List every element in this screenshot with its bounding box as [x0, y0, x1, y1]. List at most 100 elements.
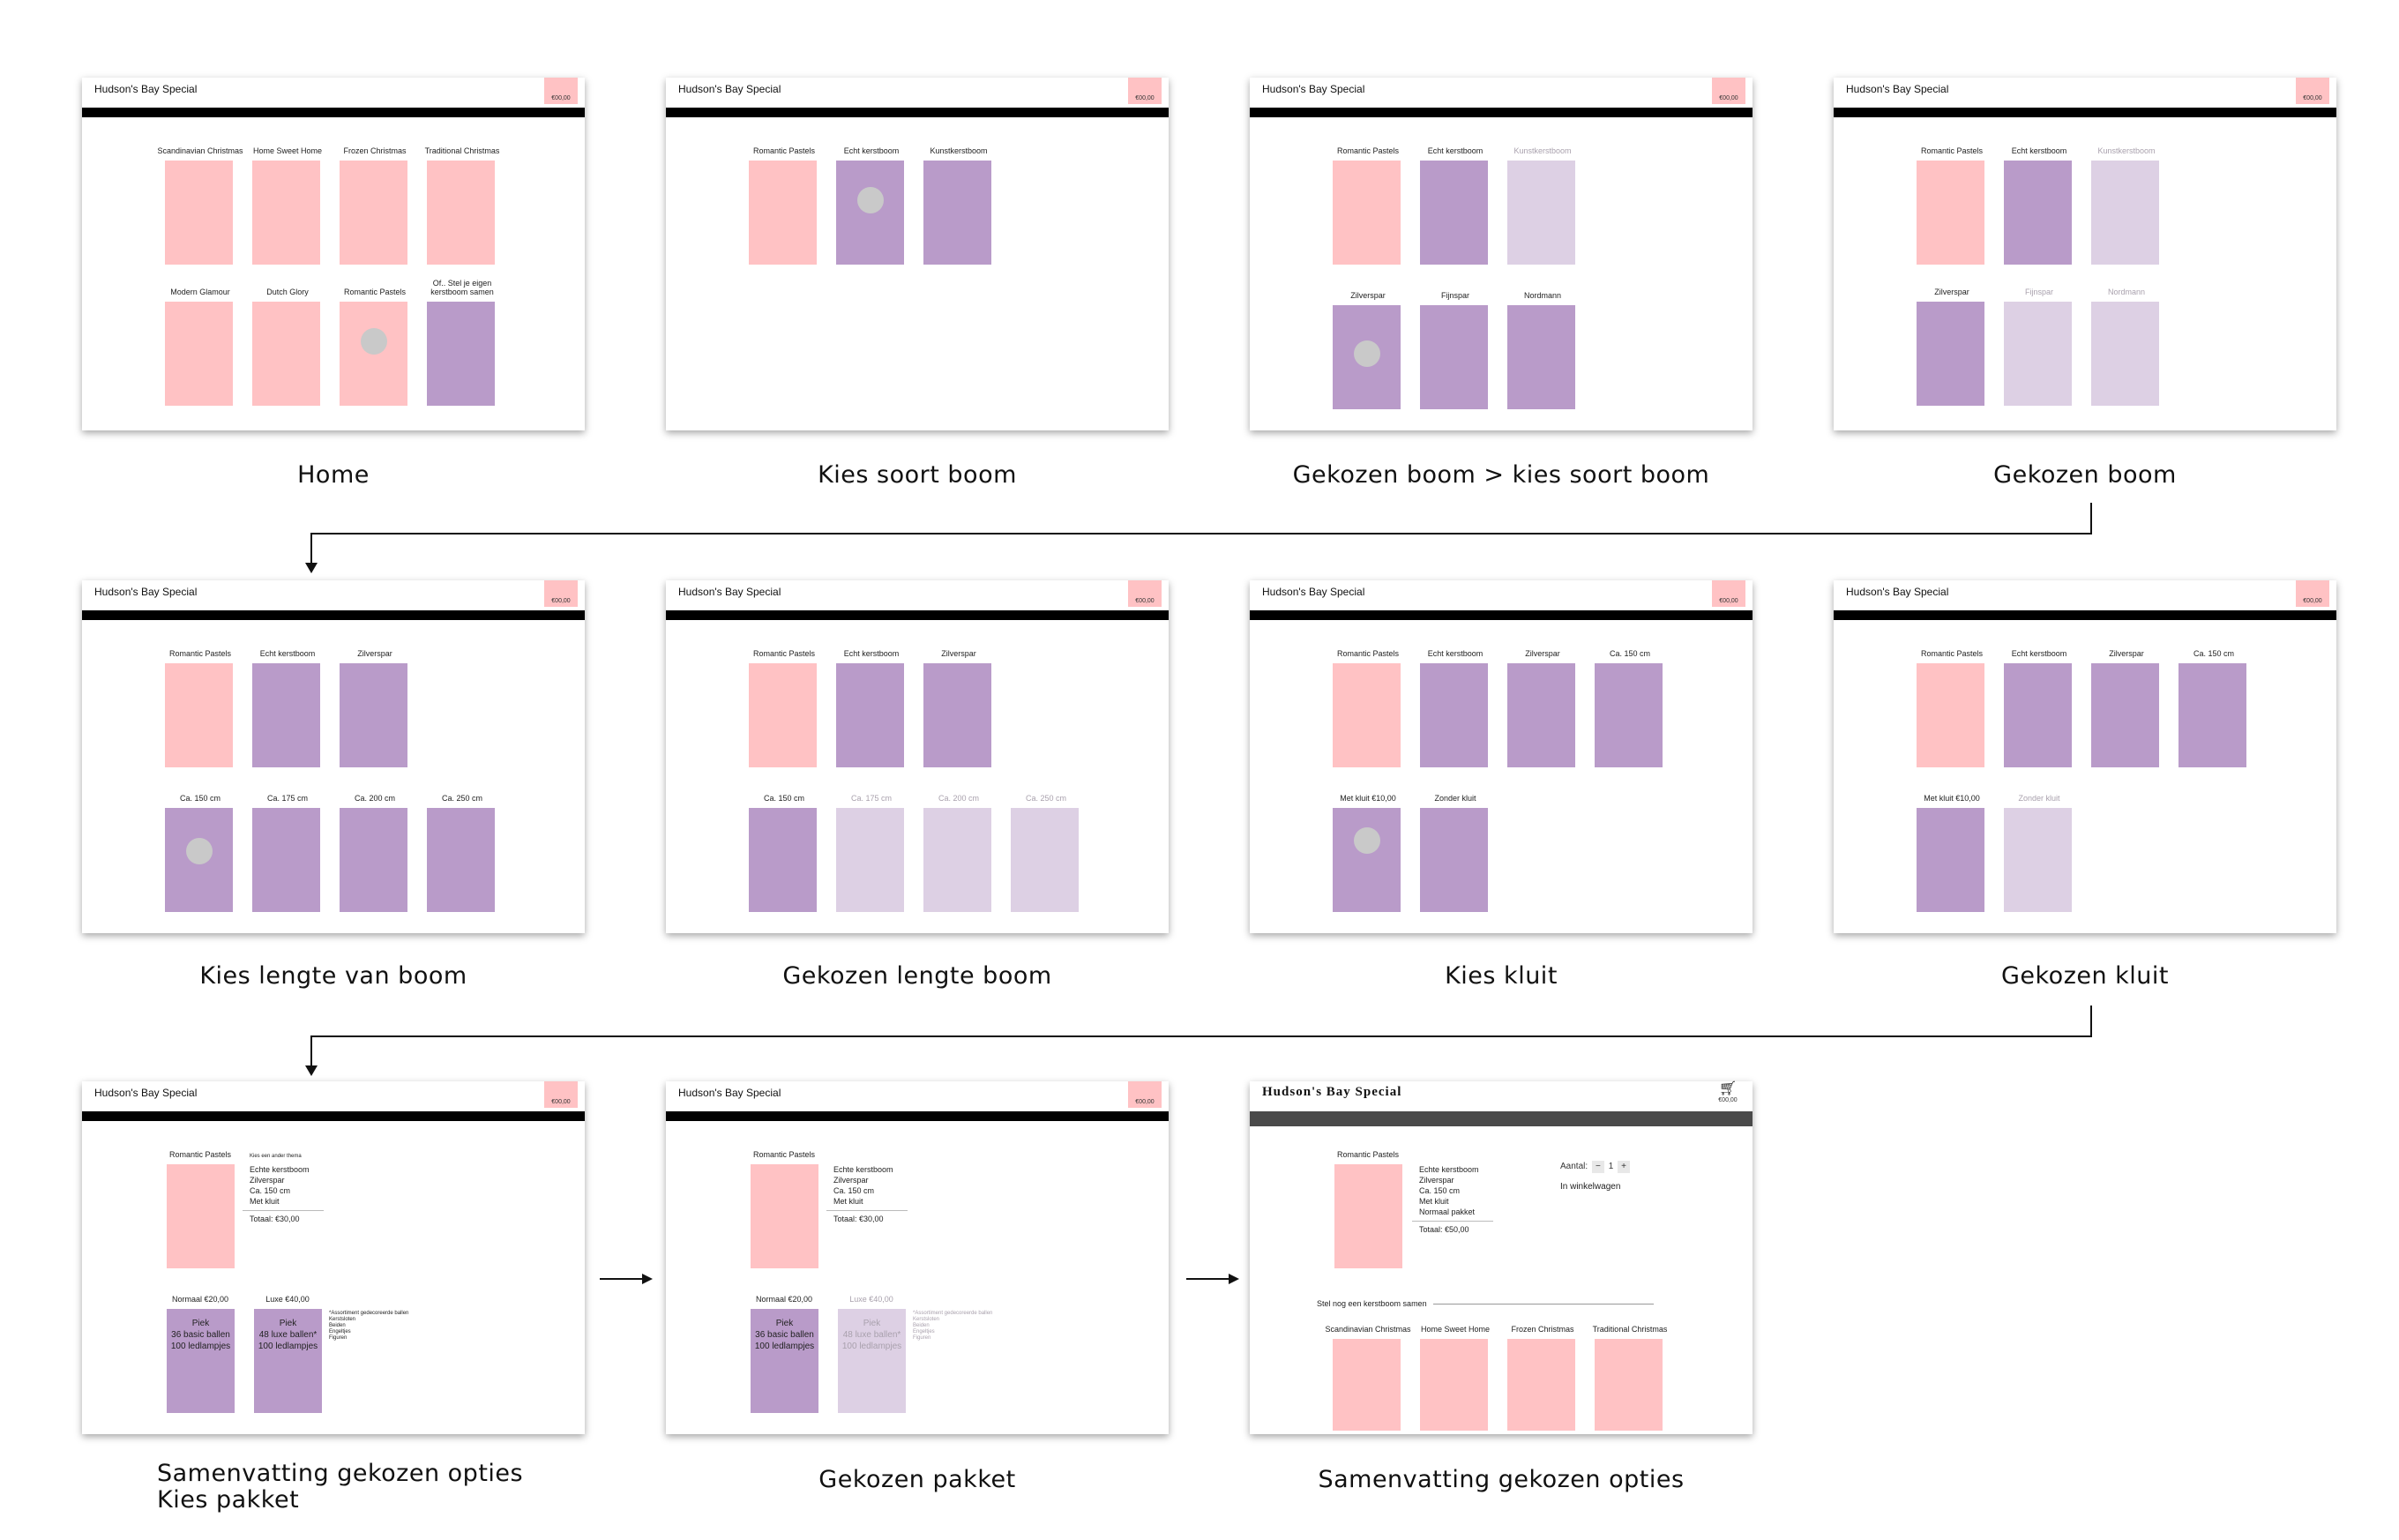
custom-tree-card[interactable]	[427, 302, 495, 406]
cart-button[interactable]: €00,00	[1128, 78, 1162, 104]
cart-button[interactable]: €00,00	[1712, 580, 1745, 607]
theme-card[interactable]	[165, 161, 233, 265]
option-card[interactable]	[1507, 663, 1575, 767]
theme-card[interactable]	[252, 161, 320, 265]
package-footnote: *Assortiment gedecoreerde ballen Kerstsl…	[329, 1311, 408, 1342]
option-card[interactable]	[165, 808, 233, 912]
option-card[interactable]	[1507, 305, 1575, 409]
option-label: Zilverspar	[941, 649, 976, 658]
option-card[interactable]	[1420, 305, 1488, 409]
caption: Kies soort boom	[818, 461, 1017, 489]
change-theme-link[interactable]: Kies een ander thema	[250, 1154, 302, 1159]
option-card-disabled[interactable]	[2004, 808, 2072, 912]
option-card-disabled[interactable]	[2004, 302, 2072, 406]
package-line: 36 basic ballen	[755, 1330, 814, 1340]
quantity-value[interactable]: 1	[1608, 1162, 1614, 1171]
cart-price: €00,00	[551, 1099, 571, 1105]
cart-button[interactable]: €00,00	[544, 580, 578, 607]
option-card[interactable]	[923, 663, 991, 767]
option-card[interactable]	[1420, 161, 1488, 265]
package-card-normaal[interactable]: Piek 36 basic ballen 100 ledlampjes	[751, 1309, 818, 1413]
footnote-line: Kerstsloten	[329, 1317, 356, 1322]
chosen-theme-card[interactable]	[749, 663, 817, 767]
option-card[interactable]	[749, 808, 817, 912]
option-card[interactable]	[252, 808, 320, 912]
cart-button[interactable]: €00,00	[544, 1081, 578, 1108]
theme-card[interactable]	[427, 161, 495, 265]
cart-button[interactable]: 🛒︎ €00,00	[1712, 1081, 1744, 1108]
option-card[interactable]	[1420, 808, 1488, 912]
option-card[interactable]	[252, 663, 320, 767]
option-card[interactable]	[340, 663, 407, 767]
quantity-plus-button[interactable]: +	[1618, 1161, 1631, 1173]
theme-label: Dutch Glory	[266, 288, 309, 296]
header-bar	[82, 1111, 585, 1121]
option-label: Zilverspar	[357, 649, 392, 658]
header-bar	[666, 1111, 1169, 1121]
package-card-luxe-disabled[interactable]: Piek 48 luxe ballen* 100 ledlampjes	[838, 1309, 906, 1413]
screen-gekozen-pakket: Hudson's Bay Special €00,00 Romantic Pas…	[666, 1081, 1169, 1434]
option-label: Romantic Pastels	[1920, 649, 1984, 658]
theme-card[interactable]	[340, 161, 407, 265]
option-card-disabled[interactable]	[836, 808, 904, 912]
option-card[interactable]	[1333, 305, 1401, 409]
option-card-disabled[interactable]	[2091, 161, 2159, 265]
option-card-disabled[interactable]	[2091, 302, 2159, 406]
chosen-theme-card[interactable]	[1334, 1164, 1402, 1268]
package-card-luxe[interactable]: Piek 48 luxe ballen* 100 ledlampjes	[254, 1309, 322, 1413]
chosen-theme-card[interactable]	[1333, 663, 1401, 767]
option-card[interactable]	[2004, 663, 2072, 767]
theme-card[interactable]	[1333, 1339, 1401, 1431]
chosen-theme-card[interactable]	[751, 1164, 818, 1268]
theme-card[interactable]	[165, 302, 233, 406]
chosen-theme-card[interactable]	[1917, 663, 1984, 767]
option-card[interactable]	[2004, 161, 2072, 265]
cart-price: €00,00	[1135, 1099, 1155, 1105]
chosen-theme-card[interactable]	[165, 663, 233, 767]
chosen-theme-card[interactable]	[167, 1164, 235, 1268]
header-bar	[666, 610, 1169, 620]
package-label: Luxe €40,00	[849, 1295, 893, 1304]
option-card[interactable]	[1917, 302, 1984, 406]
footnote-line: Engeltjes	[329, 1329, 351, 1334]
option-card[interactable]	[340, 808, 407, 912]
add-to-cart-button[interactable]: In winkelwagen	[1560, 1182, 1621, 1192]
option-card[interactable]	[1595, 663, 1663, 767]
cart-price: €00,00	[1135, 598, 1155, 604]
option-card[interactable]	[836, 663, 904, 767]
theme-card[interactable]	[1595, 1339, 1663, 1431]
cart-button[interactable]: €00,00	[1128, 1081, 1162, 1108]
chosen-theme-card[interactable]	[1333, 161, 1401, 265]
option-card[interactable]	[923, 161, 991, 265]
option-card[interactable]	[836, 161, 904, 265]
option-card[interactable]	[1420, 663, 1488, 767]
package-card-normaal[interactable]: Piek 36 basic ballen 100 ledlampjes	[167, 1309, 235, 1413]
option-card[interactable]	[2179, 663, 2246, 767]
cart-button[interactable]: €00,00	[1128, 580, 1162, 607]
option-card[interactable]	[2091, 663, 2159, 767]
header-bar	[1250, 610, 1753, 620]
theme-card[interactable]	[340, 302, 407, 406]
option-card-disabled[interactable]	[1011, 808, 1079, 912]
option-label: Ca. 200 cm	[354, 794, 396, 803]
chosen-theme-card[interactable]	[1917, 161, 1984, 265]
option-card-disabled[interactable]	[923, 808, 991, 912]
cart-button[interactable]: €00,00	[544, 78, 578, 104]
option-card[interactable]	[427, 808, 495, 912]
option-card-disabled[interactable]	[1507, 161, 1575, 265]
selection-dot	[857, 187, 884, 213]
option-card[interactable]	[1917, 808, 1984, 912]
option-card[interactable]	[1333, 808, 1401, 912]
option-label: Zonder kluit	[2018, 794, 2060, 803]
theme-card[interactable]	[1507, 1339, 1575, 1431]
quantity-minus-button[interactable]: −	[1591, 1161, 1604, 1173]
package-contents: Piek 48 luxe ballen* 100 ledlampjes	[254, 1318, 322, 1352]
cart-button[interactable]: €00,00	[2296, 78, 2329, 104]
chosen-theme-card[interactable]	[749, 161, 817, 265]
theme-card[interactable]	[252, 302, 320, 406]
brand-title: Hudson's Bay Special	[94, 1087, 198, 1099]
cart-button[interactable]: €00,00	[2296, 580, 2329, 607]
brand-title: Hudson's Bay Special	[678, 83, 781, 95]
cart-button[interactable]: €00,00	[1712, 78, 1745, 104]
theme-card[interactable]	[1420, 1339, 1488, 1431]
